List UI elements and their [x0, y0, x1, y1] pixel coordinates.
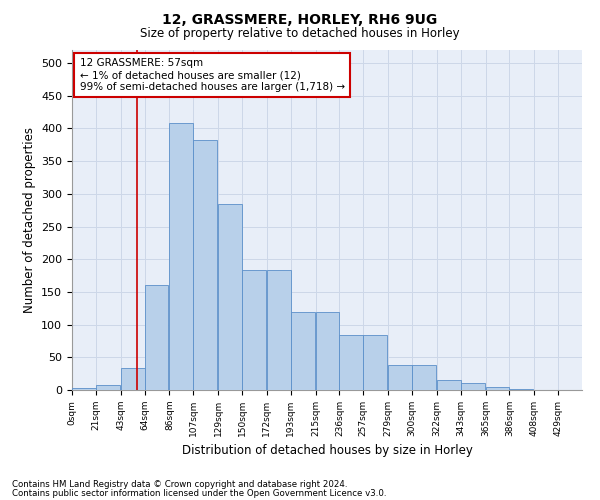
- Bar: [461, 384, 485, 390]
- Bar: [412, 365, 436, 390]
- Bar: [121, 368, 145, 390]
- Bar: [363, 335, 387, 390]
- Bar: [218, 204, 242, 390]
- Bar: [193, 140, 217, 390]
- X-axis label: Distribution of detached houses by size in Horley: Distribution of detached houses by size …: [182, 444, 472, 458]
- Bar: [169, 123, 193, 390]
- Bar: [96, 385, 119, 390]
- Bar: [485, 386, 509, 390]
- Text: Contains public sector information licensed under the Open Government Licence v3: Contains public sector information licen…: [12, 489, 386, 498]
- Text: 12 GRASSMERE: 57sqm
← 1% of detached houses are smaller (12)
99% of semi-detache: 12 GRASSMERE: 57sqm ← 1% of detached hou…: [80, 58, 345, 92]
- Bar: [291, 312, 314, 390]
- Bar: [242, 270, 266, 390]
- Bar: [340, 335, 363, 390]
- Bar: [72, 388, 96, 390]
- Bar: [437, 380, 461, 390]
- Text: Size of property relative to detached houses in Horley: Size of property relative to detached ho…: [140, 28, 460, 40]
- Bar: [145, 286, 169, 390]
- Bar: [267, 270, 291, 390]
- Text: 12, GRASSMERE, HORLEY, RH6 9UG: 12, GRASSMERE, HORLEY, RH6 9UG: [163, 12, 437, 26]
- Bar: [316, 312, 340, 390]
- Text: Contains HM Land Registry data © Crown copyright and database right 2024.: Contains HM Land Registry data © Crown c…: [12, 480, 347, 489]
- Bar: [388, 365, 412, 390]
- Y-axis label: Number of detached properties: Number of detached properties: [23, 127, 35, 313]
